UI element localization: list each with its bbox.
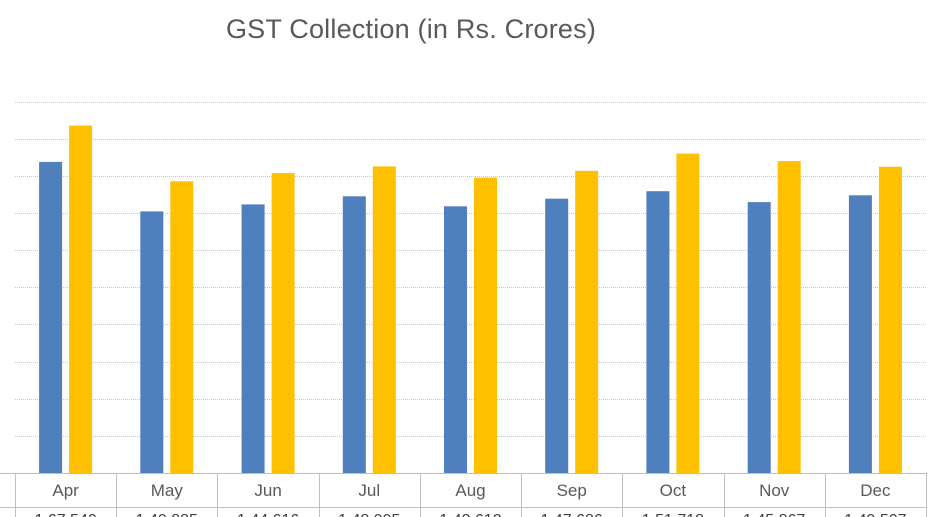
table-value-may: 1,40,885 bbox=[136, 512, 198, 517]
bar-nov-series-1 bbox=[747, 202, 771, 473]
bar-nov-series-2 bbox=[777, 161, 801, 473]
bar-jun-series-1 bbox=[241, 204, 265, 473]
bar-apr-series-2 bbox=[69, 125, 93, 473]
table-value-aug: 1,43,612 bbox=[439, 512, 501, 517]
tick-label-sep: Sep bbox=[557, 481, 587, 500]
table-value-nov: 1,45,867 bbox=[743, 512, 805, 517]
table-value-apr: 1,67,540 bbox=[34, 512, 96, 517]
table-value-oct: 1,51,718 bbox=[642, 512, 704, 517]
table-value-jul: 1,48,995 bbox=[338, 512, 400, 517]
bar-aug-series-2 bbox=[474, 177, 497, 473]
bar-oct-series-2 bbox=[676, 153, 700, 473]
tick-label-jul: Jul bbox=[358, 481, 380, 500]
tick-label-aug: Aug bbox=[455, 481, 485, 500]
tick-label-nov: Nov bbox=[759, 481, 790, 500]
tick-label-apr: Apr bbox=[52, 481, 79, 500]
tick-label-dec: Dec bbox=[860, 481, 891, 500]
bar-may-series-2 bbox=[170, 181, 194, 474]
chart-title: GST Collection (in Rs. Crores) bbox=[225, 14, 597, 44]
table-value-jun: 1,44,616 bbox=[237, 512, 299, 517]
bar-apr-series-1 bbox=[39, 161, 63, 473]
bar-may-series-1 bbox=[140, 211, 164, 473]
bar-sep-series-1 bbox=[545, 198, 569, 473]
tick-label-jun: Jun bbox=[254, 481, 281, 500]
data-table: Apr May Jun Jul Aug Sep Oct Nov Dec 1,67,540 1,40,… bbox=[0, 473, 927, 517]
bar-dec-series-1 bbox=[848, 195, 872, 474]
tick-label-may: May bbox=[151, 481, 184, 500]
table-value-dec: 1,49,507 bbox=[844, 512, 906, 517]
table-value-sep: 1,47,686 bbox=[541, 512, 603, 517]
tick-label-oct: Oct bbox=[660, 481, 687, 500]
bar-oct-series-1 bbox=[646, 191, 670, 473]
bar-jun-series-2 bbox=[271, 173, 295, 473]
bar-sep-series-2 bbox=[575, 170, 599, 474]
bar-dec-series-2 bbox=[878, 166, 902, 474]
bars bbox=[39, 125, 902, 474]
bar-aug-series-1 bbox=[444, 206, 467, 474]
bar-jul-series-1 bbox=[342, 196, 366, 474]
bar-jul-series-2 bbox=[372, 166, 396, 473]
